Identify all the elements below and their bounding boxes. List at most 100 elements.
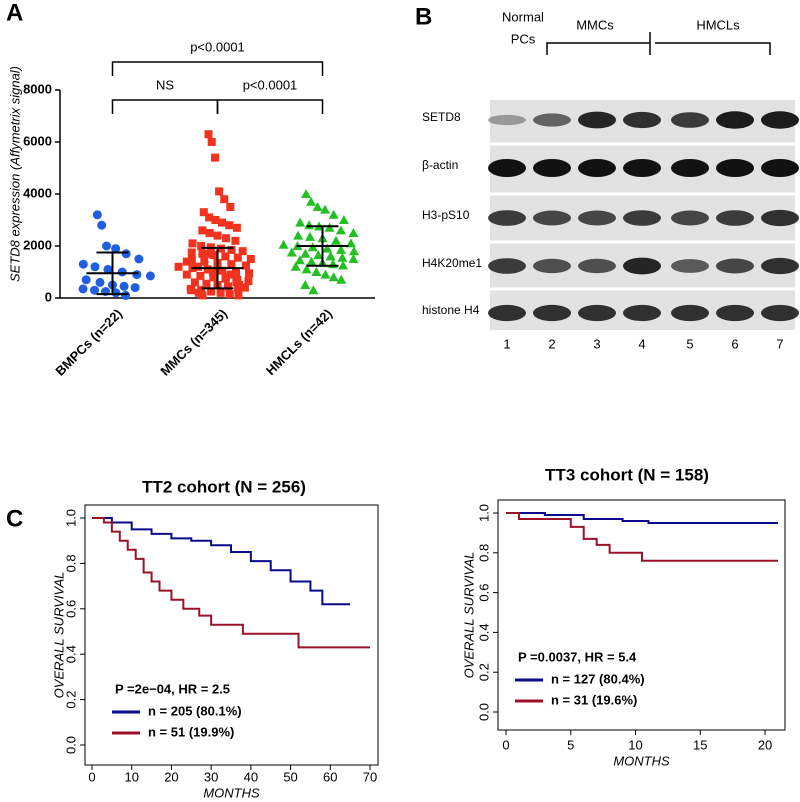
data-point: [227, 245, 236, 254]
data-point: [226, 270, 235, 279]
x-tick-label: 70: [363, 769, 377, 784]
data-point: [306, 196, 317, 206]
data-point: [117, 267, 127, 277]
data-point: [336, 274, 347, 284]
blot-header: HMCLs: [696, 17, 740, 32]
survival-curve: [506, 512, 778, 524]
data-point: [188, 239, 197, 248]
lane-number: 6: [731, 336, 738, 351]
blot-band: [623, 257, 661, 275]
panel-letter: C: [6, 505, 23, 532]
significance-bracket: [111, 99, 219, 114]
data-point: [216, 288, 225, 297]
data-point: [209, 251, 218, 260]
blot-band: [578, 304, 616, 322]
data-point: [241, 261, 250, 270]
x-tick-label: 50: [283, 769, 297, 784]
blot-band: [533, 113, 571, 127]
data-point: [194, 262, 203, 271]
data-point: [348, 254, 359, 263]
data-point: [78, 259, 88, 269]
lane-number: 3: [593, 336, 600, 351]
chart-title: TT3 cohort (N = 158): [545, 465, 709, 484]
y-tick-label: 0.2: [63, 691, 78, 709]
data-point: [331, 235, 342, 245]
y-tick-label: 0.4: [476, 623, 491, 641]
blot-band: [488, 159, 526, 177]
data-point: [325, 251, 336, 261]
y-tick-label: 0.4: [63, 645, 78, 663]
data-point: [240, 283, 249, 292]
y-tick-label: 0.2: [476, 663, 491, 681]
data-point: [235, 281, 244, 289]
x-tick-label: 30: [204, 769, 218, 784]
blot-band: [533, 304, 571, 322]
x-tick-label: 10: [628, 737, 642, 752]
significance-label: p<0.0001: [243, 77, 298, 92]
y-tick-label: 0.0: [63, 736, 78, 754]
blot-band: [488, 210, 526, 226]
significance-bracket: [216, 99, 324, 114]
data-point: [198, 226, 207, 235]
blot-band: [716, 159, 754, 177]
blot-row-label: H4K20me1: [422, 256, 482, 270]
lane-number: 1: [503, 336, 510, 351]
significance-label: NS: [156, 77, 174, 92]
survival-plot: TT2 cohort (N = 256) 0.0 0.2 0.4 0.6 0.8 1.0 0 1…: [51, 477, 379, 800]
data-point: [132, 270, 142, 280]
x-tick-label: BMPCs (n=22): [52, 306, 125, 379]
data-point: [204, 130, 213, 139]
data-point: [320, 269, 331, 279]
blot-band: [533, 210, 571, 226]
blot-band: [488, 114, 526, 126]
data-point: [335, 244, 346, 254]
data-point: [198, 291, 207, 300]
data-point: [95, 277, 105, 287]
data-point: [328, 259, 339, 269]
y-tick-label: 1.0: [476, 504, 491, 522]
blot-band: [488, 304, 526, 322]
data-point: [196, 271, 205, 280]
data-point: [290, 261, 301, 271]
blot-band: [761, 257, 799, 275]
data-point: [199, 208, 208, 217]
blot-band: [761, 304, 799, 322]
data-point: [209, 273, 218, 282]
stat-annotation: P =2e−04, HR = 2.5: [115, 681, 230, 696]
y-tick-label: 0.6: [63, 600, 78, 618]
blot-band: [671, 112, 709, 128]
data-point: [348, 228, 359, 237]
blot-band: [671, 159, 709, 177]
western-blot: Normal PCs MMCs HMCLs SETD8 β-actin H3-pS1…: [422, 9, 799, 351]
data-point: [238, 247, 247, 256]
y-axis-label: OVERALL SURVIVAL: [461, 552, 476, 679]
data-point: [322, 243, 333, 253]
data-point: [208, 268, 217, 276]
lane-number: 7: [776, 336, 783, 351]
data-point: [313, 250, 324, 260]
data-point: [231, 236, 240, 245]
data-point: [130, 283, 140, 293]
blot-row-label: histone H4: [422, 303, 480, 317]
stat-annotation: P =0.0037, HR = 5.4: [518, 649, 637, 664]
x-tick-label: 60: [323, 769, 337, 784]
blot-band: [671, 304, 709, 322]
blot-band: [578, 111, 616, 129]
data-point: [231, 268, 240, 276]
y-axis-label: OVERALL SURVIVAL: [51, 572, 66, 699]
legend-label: n = 127 (80.4%): [551, 671, 645, 686]
panel-letter: B: [415, 3, 432, 30]
data-point: [182, 257, 191, 266]
blot-band: [578, 210, 616, 226]
data-point: [311, 267, 322, 276]
significance-label: p<0.0001: [190, 39, 245, 54]
blot-band: [623, 210, 661, 226]
data-point: [308, 285, 319, 295]
blot-band: [578, 159, 616, 177]
data-point: [301, 189, 312, 198]
data-point: [225, 290, 234, 299]
data-point: [221, 273, 230, 282]
data-point: [338, 260, 349, 270]
data-point: [211, 153, 220, 162]
